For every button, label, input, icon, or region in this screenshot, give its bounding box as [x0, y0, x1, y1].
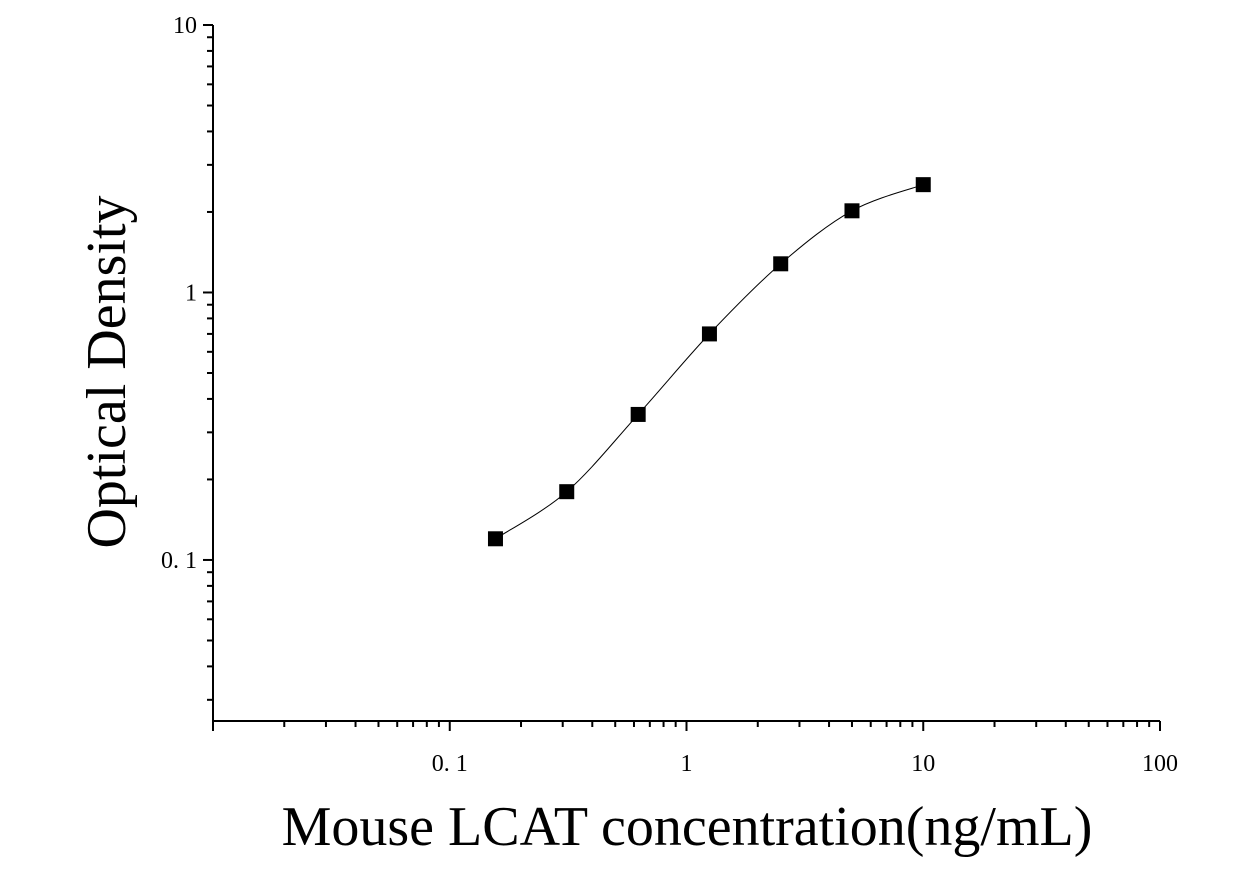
x-tick-label: 10: [911, 751, 935, 777]
axis-ticks: [203, 24, 1161, 731]
tick-labels: 0. 1 1 10 100 0. 1 1 10: [161, 13, 1178, 777]
data-point: [915, 177, 931, 193]
y-tick-label: 10: [173, 13, 197, 39]
y-tick-label: 1: [185, 280, 197, 306]
data-points: [487, 177, 931, 547]
data-point: [844, 203, 860, 219]
axes: [212, 25, 1160, 722]
data-point: [559, 484, 575, 500]
x-tick-label: 1: [681, 751, 693, 777]
x-tick-label: 100: [1142, 751, 1178, 777]
data-point: [487, 531, 503, 547]
y-tick-label: 0. 1: [161, 548, 197, 574]
data-point: [630, 406, 646, 422]
data-point: [701, 326, 717, 342]
x-tick-label: 0. 1: [432, 751, 468, 777]
y-axis-title: Optical Density: [76, 195, 138, 548]
x-axis-title: Mouse LCAT concentration(ng/mL): [282, 796, 1093, 858]
data-point: [773, 256, 789, 272]
